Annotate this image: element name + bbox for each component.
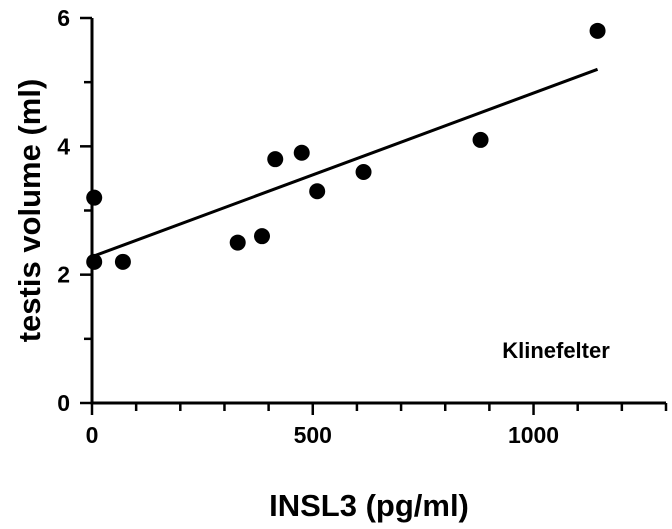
y-axis-title: testis volume (ml): [12, 79, 47, 343]
tick-labels: 0 500 1000 0 2 4 6: [57, 5, 559, 448]
data-point: [229, 234, 246, 251]
y-tick-label: 4: [57, 133, 70, 159]
data-point: [86, 189, 103, 206]
data-point: [86, 253, 103, 270]
y-tick-label: 0: [57, 390, 70, 416]
fit-line-layer: [91, 67, 599, 259]
data-point: [253, 228, 270, 245]
data-point: [114, 253, 131, 270]
data-points: [86, 22, 606, 270]
x-tick-label: 0: [86, 422, 99, 448]
chart-annotation: Klinefelter: [502, 338, 610, 363]
data-point: [309, 183, 326, 200]
x-axis-title: INSL3 (pg/ml): [269, 488, 469, 523]
data-point: [293, 144, 310, 161]
data-point: [267, 151, 284, 168]
fit-line: [91, 67, 599, 259]
data-point: [589, 22, 606, 39]
y-tick-label: 2: [57, 262, 70, 288]
data-point: [355, 164, 372, 180]
x-tick-label: 1000: [508, 422, 559, 448]
axis-ticks: [80, 16, 668, 415]
x-tick-label: 500: [294, 422, 332, 448]
y-tick-label: 6: [57, 5, 70, 31]
data-point: [472, 131, 489, 148]
